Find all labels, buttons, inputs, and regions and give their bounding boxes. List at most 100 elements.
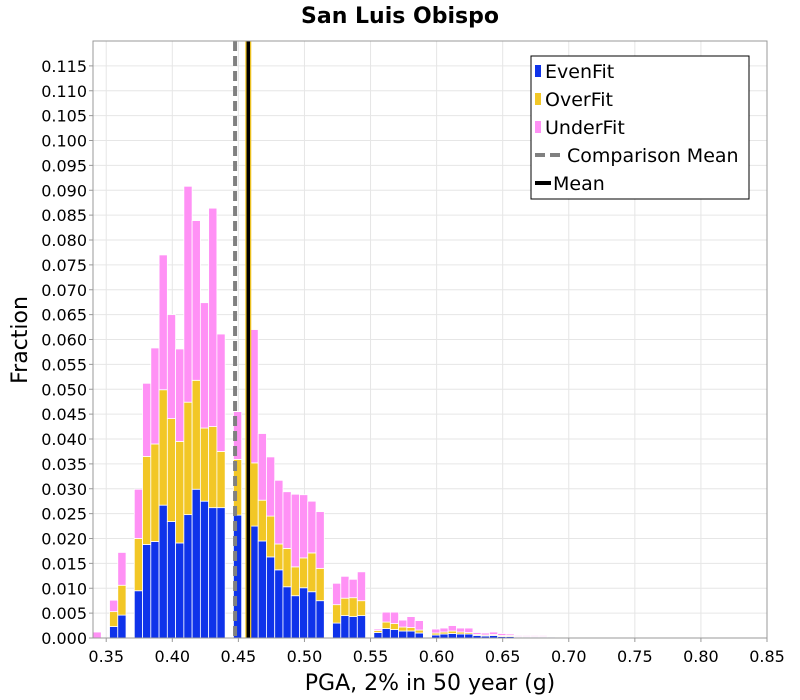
bar-evenfit	[257, 540, 267, 639]
y-tick-label: 0.060	[41, 331, 87, 350]
x-tick-label: 0.50	[287, 647, 323, 666]
bar-evenfit	[307, 591, 317, 639]
bar-overfit	[133, 538, 143, 592]
bar-overfit	[398, 626, 408, 632]
y-tick-label: 0.015	[41, 554, 87, 573]
bar-underfit	[299, 494, 309, 559]
y-tick-label: 0.010	[41, 579, 87, 598]
bar-overfit	[340, 597, 350, 617]
bar-underfit	[216, 333, 226, 452]
bar-evenfit	[456, 633, 466, 639]
bar-underfit	[92, 631, 102, 639]
bar-overfit	[274, 543, 284, 571]
y-tick-label: 0.065	[41, 306, 87, 325]
y-tick-label: 0.040	[41, 430, 87, 449]
y-tick-label: 0.115	[41, 57, 87, 76]
y-tick-label: 0.090	[41, 181, 87, 200]
bar-evenfit	[191, 488, 201, 639]
x-axis-ticks: 0.35 0.40 0.45 0.50 0.55 0.60 0.65 0.70 0.75 0.80…	[88, 638, 785, 666]
x-tick-label: 0.85	[749, 647, 785, 666]
bar-overfit	[117, 584, 127, 616]
bar-underfit	[431, 628, 441, 634]
y-tick-label: 0.080	[41, 231, 87, 250]
bar-underfit	[522, 635, 532, 637]
legend: EvenFit OverFit UnderFit Comparison Mean Mea…	[530, 55, 750, 200]
chart-title: San Luis Obispo	[301, 4, 499, 29]
x-tick-label: 0.40	[154, 647, 190, 666]
bar-evenfit	[216, 507, 226, 639]
y-tick-label: 0.075	[41, 256, 87, 275]
legend-label: OverFit	[545, 89, 613, 111]
legend-box	[530, 55, 750, 200]
bar-overfit	[332, 604, 342, 624]
bar-underfit	[447, 625, 457, 632]
x-tick-label: 0.60	[419, 647, 455, 666]
legend-swatch-underfit	[535, 121, 541, 133]
bar-evenfit	[150, 541, 160, 639]
bar-evenfit	[133, 590, 143, 639]
bar-overfit	[257, 499, 267, 542]
x-tick-label: 0.55	[353, 647, 389, 666]
legend-swatch-evenfit	[535, 65, 541, 77]
bar-underfit	[356, 571, 366, 602]
y-tick-label: 0.105	[41, 107, 87, 126]
y-axis-title: Fraction	[8, 296, 33, 384]
bar-underfit	[538, 635, 548, 637]
bar-underfit	[489, 631, 499, 635]
bar-overfit	[109, 611, 119, 627]
bar-evenfit	[208, 507, 218, 639]
bar-underfit	[117, 552, 127, 586]
bar-overfit	[216, 451, 226, 509]
y-tick-label: 0.000	[41, 629, 87, 648]
bar-evenfit	[109, 626, 119, 639]
y-tick-label: 0.030	[41, 480, 87, 499]
bar-evenfit	[274, 569, 284, 639]
bar-evenfit	[348, 616, 358, 639]
bar-evenfit	[332, 622, 342, 639]
bar-evenfit	[117, 614, 127, 639]
bar-underfit	[266, 456, 276, 517]
bar-underfit	[158, 254, 168, 391]
y-tick-label: 0.035	[41, 455, 87, 474]
bar-underfit	[282, 491, 292, 549]
bar-overfit	[406, 627, 416, 632]
legend-label: Comparison Mean	[567, 145, 739, 167]
bar-underfit	[109, 599, 119, 613]
bar-overfit	[142, 456, 152, 545]
bar-underfit	[208, 207, 218, 427]
bar-overfit	[290, 566, 300, 597]
bar-underfit	[480, 632, 490, 636]
bars	[92, 185, 771, 639]
bar-overfit	[158, 389, 168, 506]
x-axis-title: PGA, 2% in 50 year (g)	[305, 671, 556, 696]
x-tick-label: 0.70	[551, 647, 587, 666]
bar-underfit	[142, 382, 152, 457]
y-tick-label: 0.025	[41, 505, 87, 524]
bar-evenfit	[406, 630, 416, 639]
bar-underfit	[406, 616, 416, 628]
bar-underfit	[150, 347, 160, 445]
legend-swatch-overfit	[535, 93, 541, 105]
bar-underfit	[274, 479, 284, 545]
legend-label: Mean	[553, 173, 605, 195]
y-tick-label: 0.055	[41, 355, 87, 374]
x-tick-label: 0.75	[617, 647, 653, 666]
bar-evenfit	[340, 615, 350, 639]
bar-evenfit	[315, 600, 325, 639]
y-tick-label: 0.085	[41, 206, 87, 225]
bar-overfit	[348, 597, 358, 618]
bar-evenfit	[381, 628, 391, 639]
bar-underfit	[464, 627, 474, 633]
bar-evenfit	[464, 633, 474, 639]
bar-underfit	[175, 348, 185, 442]
bar-evenfit	[414, 632, 424, 639]
bar-underfit	[373, 628, 383, 631]
bar-evenfit	[199, 500, 210, 639]
bar-overfit	[414, 629, 424, 634]
legend-label: UnderFit	[545, 117, 625, 139]
bar-overfit	[199, 427, 210, 502]
y-tick-label: 0.095	[41, 156, 87, 175]
bar-evenfit	[158, 504, 168, 639]
bar-underfit	[505, 633, 515, 636]
